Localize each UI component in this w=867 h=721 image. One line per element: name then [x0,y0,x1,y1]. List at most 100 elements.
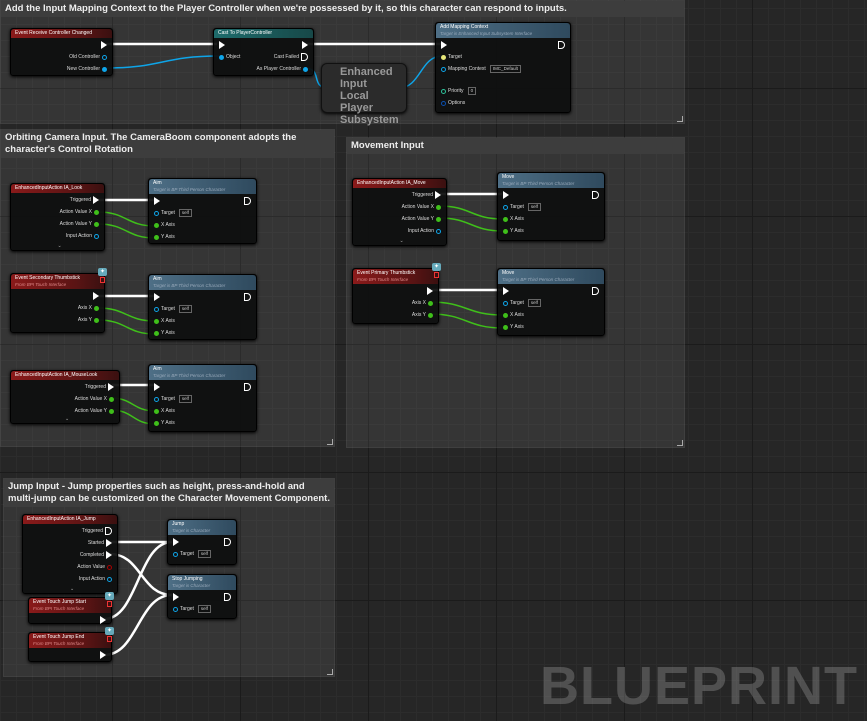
data-pin-icon[interactable] [94,209,99,215]
x-axis-pin[interactable]: X Axis [154,315,175,327]
data-pin-icon[interactable] [503,300,508,306]
expand-chevron-icon[interactable]: ⌄ [57,243,62,249]
data-pin-icon[interactable] [154,408,159,414]
axis-x-pin[interactable]: Axis X [78,302,99,314]
data-wire[interactable] [438,205,504,220]
exec-pin-icon[interactable] [503,287,509,295]
input-action-pin[interactable]: Input Action [79,573,112,585]
resize-grip[interactable] [327,439,333,445]
exec-pin-icon[interactable] [154,293,160,301]
pin-default-value[interactable]: 0 [467,87,477,96]
target-pin[interactable]: Target self [503,297,541,309]
event-secondary-thumbstick-node[interactable]: Event Secondary Thumbstick From BPI Touch… [10,268,107,333]
exec-pin-icon[interactable] [173,593,179,601]
pin-default-value[interactable]: self [197,605,211,613]
x-axis-pin[interactable]: X Axis [503,309,524,321]
data-pin-icon[interactable] [173,606,178,612]
data-pin-icon[interactable] [441,54,446,60]
data-pin-icon[interactable] [503,204,508,210]
enhancedinputaction-ia-look-node[interactable]: EnhancedInputAction IA_Look Triggered Acti… [10,183,105,251]
exec-pin[interactable] [154,291,160,303]
data-pin-icon[interactable] [94,233,99,239]
action-value-x-pin[interactable]: Action Value X [402,201,441,213]
exec-pin-icon[interactable] [219,41,225,49]
data-pin-icon[interactable] [173,551,178,557]
enhancedinputaction-ia-move-node[interactable]: EnhancedInputAction IA_Move Triggered Acti… [352,178,447,246]
triggered-pin[interactable]: Triggered [70,194,99,206]
exec-pin[interactable] [93,290,99,302]
data-wire[interactable] [429,301,504,316]
data-pin-icon[interactable] [154,318,159,324]
y-axis-pin[interactable]: Y Axis [503,321,524,333]
target-pin[interactable]: Target self [173,603,211,615]
exec-pin-icon[interactable] [106,539,112,547]
data-pin-icon[interactable] [441,88,446,94]
exec-pin-icon[interactable] [173,538,179,546]
data-pin-icon[interactable] [503,312,508,318]
target-pin[interactable]: Target self [503,201,541,213]
action-value-pin[interactable]: Action Value [77,561,112,573]
exec-pin-icon[interactable] [224,538,231,546]
data-pin-icon[interactable] [436,216,441,222]
data-wire[interactable] [438,217,504,232]
data-pin-icon[interactable] [109,396,114,402]
exec-pin-icon[interactable] [244,197,251,205]
exec-pin[interactable] [503,285,509,297]
exec-pin[interactable] [224,591,231,603]
data-pin-icon[interactable] [154,396,159,402]
exec-pin-icon[interactable] [435,191,441,199]
resize-grip[interactable] [677,440,683,446]
data-wire[interactable] [97,211,156,227]
y-axis-pin[interactable]: Y Axis [503,225,524,237]
cast-to-playercontroller-node[interactable]: Cast To PlayerController Object Cast Faile… [213,28,314,76]
exec-pin[interactable] [154,195,160,207]
y-axis-pin[interactable]: Y Axis [154,231,175,243]
exec-pin-icon[interactable] [100,616,106,624]
data-wire[interactable] [429,313,504,329]
data-wire[interactable] [97,223,156,239]
move-node[interactable]: Move Target is BP Third Person Character T… [497,172,605,241]
target-pin[interactable]: Target self [154,207,192,219]
exec-pin-icon[interactable] [224,593,231,601]
event-primary-thumbstick-node[interactable]: Event Primary Thumbstick From BPI Touch I… [352,263,441,324]
data-pin-icon[interactable] [303,66,308,72]
data-pin-icon[interactable] [154,210,159,216]
exec-pin[interactable] [592,285,599,297]
aim-node[interactable]: Aim Target is BP Third Person Character Ta… [148,178,257,244]
add-mapping-context-node[interactable]: Add Mapping Context Target is Enhanced In… [435,22,571,113]
exec-pin-icon[interactable] [592,191,599,199]
input-action-pin[interactable]: Input Action [66,230,99,242]
data-pin-icon[interactable] [436,204,441,210]
exec-pin[interactable] [558,39,565,51]
exec-pin-icon[interactable] [93,196,99,204]
delegate-pin-icon[interactable] [434,272,439,278]
move-node[interactable]: Move Target is BP Third Person Character T… [497,268,605,336]
event-receive-controller-changed-node[interactable]: Event Receive Controller Changed Old Cont… [10,28,113,76]
exec-pin-icon[interactable] [592,287,599,295]
target-pin[interactable]: Target self [154,393,192,405]
priority-pin[interactable]: Priority 0 [441,85,477,97]
x-axis-pin[interactable]: X Axis [503,213,524,225]
exec-pin[interactable] [302,39,308,51]
data-wire[interactable] [97,307,156,322]
exec-pin-icon[interactable] [503,191,509,199]
exec-pin-icon[interactable] [154,383,160,391]
expand-chevron-icon[interactable]: ⌄ [70,586,75,592]
exec-pin-icon[interactable] [427,287,433,295]
data-pin-icon[interactable] [107,564,112,570]
data-pin-icon[interactable] [503,228,508,234]
exec-pin[interactable] [427,285,433,297]
data-pin-icon[interactable] [154,234,159,240]
x-axis-pin[interactable]: X Axis [154,405,175,417]
data-pin-icon[interactable] [154,222,159,228]
data-pin-icon[interactable] [102,66,107,72]
event-touch-jump-start-node[interactable]: Event Touch Jump Start From BPI Touch Int… [28,592,114,624]
options-pin[interactable]: Options [441,97,465,109]
exec-pin[interactable] [173,536,179,548]
exec-pin[interactable] [219,39,225,51]
exec-pin-icon[interactable] [100,651,106,659]
exec-pin[interactable] [101,39,107,51]
resize-grip[interactable] [327,669,333,675]
old-controller-pin[interactable]: Old Controller [69,51,107,63]
data-pin-icon[interactable] [94,221,99,227]
